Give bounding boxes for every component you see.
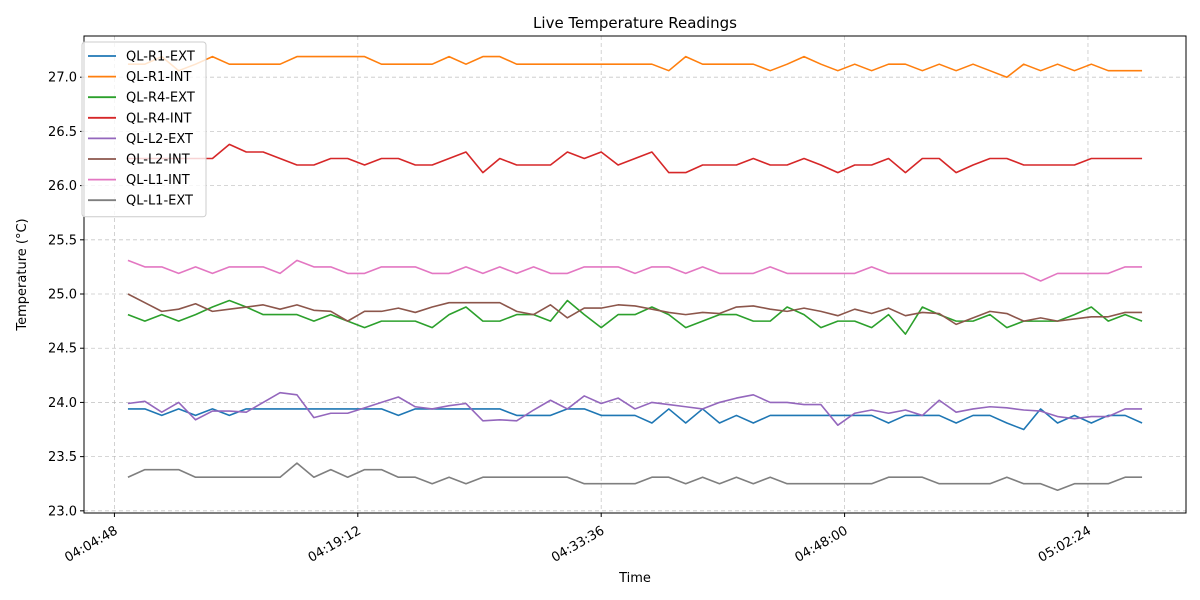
series-line-ql-r1-ext	[127, 408, 1143, 431]
series-lines	[127, 55, 1143, 492]
y-axis-title: Temperature (°C)	[15, 218, 30, 331]
y-tick-label: 25.0	[48, 288, 77, 303]
legend-label: QL-L2-INT	[126, 153, 190, 168]
series-line-ql-l2-ext	[127, 391, 1143, 426]
chart-title: Live Temperature Readings	[533, 14, 737, 32]
legend-label: QL-R1-EXT	[126, 50, 195, 65]
legend-box	[81, 41, 207, 218]
legend-label: QL-R4-EXT	[126, 91, 195, 106]
y-tick-label: 23.0	[48, 504, 77, 519]
series-line-ql-l1-ext	[127, 462, 1143, 492]
series-line-ql-l2-int	[127, 293, 1143, 326]
y-tick-label: 27.0	[48, 71, 77, 86]
y-tick-label: 24.0	[48, 396, 77, 411]
legend-label: QL-L1-INT	[126, 173, 190, 188]
y-tick-label: 23.5	[48, 450, 77, 465]
series-line-ql-l1-int	[127, 259, 1143, 282]
y-tick-label: 26.5	[48, 125, 77, 140]
legend-label: QL-R1-INT	[126, 70, 191, 85]
series-line-ql-r4-int	[127, 143, 1143, 174]
y-tick-label: 26.0	[48, 179, 77, 194]
legend-label: QL-L2-EXT	[126, 132, 193, 147]
series-line-ql-r1-int	[127, 55, 1143, 78]
y-tick-label: 24.5	[48, 342, 77, 357]
legend-label: QL-R4-INT	[126, 111, 191, 126]
legend: QL-R1-EXT QL-R1-INT QL-R4-EXT QL-R4-INT QL-L…	[81, 41, 207, 218]
y-tick-label: 25.5	[48, 233, 77, 248]
legend-label: QL-L1-EXT	[126, 194, 193, 209]
series-line-ql-r4-ext	[127, 299, 1143, 335]
plot-frame	[83, 35, 1187, 514]
x-axis-title: Time	[618, 571, 651, 586]
grid	[84, 36, 1186, 513]
